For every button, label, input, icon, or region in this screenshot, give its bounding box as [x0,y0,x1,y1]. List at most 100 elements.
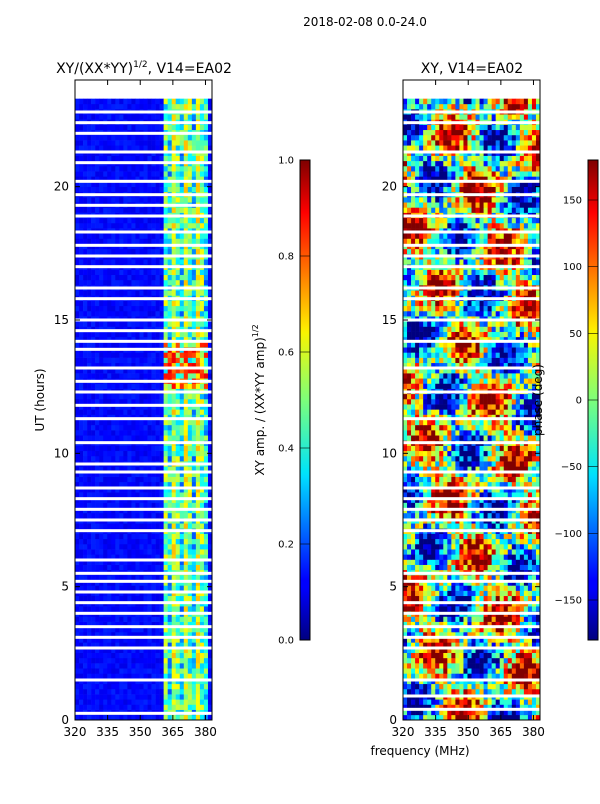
amplitude-cell [107,549,111,554]
amplitude-cell [107,492,111,497]
phase-cell [455,658,459,663]
amplitude-cell [119,259,123,264]
phase-cell [427,699,431,704]
amplitude-cell [103,425,107,430]
amplitude-cell [83,332,87,337]
amplitude-cell [144,301,148,306]
amplitude-cell [123,259,127,264]
amplitude-cell [139,306,143,311]
phase-cell [504,699,508,704]
amplitude-cell [160,673,164,678]
phase-cell [403,653,407,658]
amplitude-cell [164,290,168,295]
amplitude-cell [168,223,172,228]
amplitude-cell [148,301,152,306]
amplitude-cell [164,352,168,357]
amplitude-cell [91,684,95,689]
amplitude-cell [192,565,196,570]
amplitude-cell [131,544,135,549]
amplitude-cell [139,135,143,140]
phase-cell [476,699,480,704]
phase-cell [472,668,476,673]
amplitude-cell [180,383,184,388]
amplitude-cell [79,218,83,223]
amplitude-cell [131,156,135,161]
amplitude-cell [192,477,196,482]
amplitude-cell [164,238,168,243]
phase-cell [472,596,476,601]
amplitude-cell [176,99,180,104]
amplitude-cell [172,684,176,689]
amplitude-cell [123,218,127,223]
amplitude-cell [87,653,91,658]
phase-cell [419,689,423,694]
phase-cell [451,673,455,678]
amplitude-cell [127,135,131,140]
amplitude-cell [204,311,208,316]
amplitude-cell [139,425,143,430]
amplitude-cell [111,156,115,161]
amplitude-cell [139,606,143,611]
amplitude-cell [172,311,176,316]
amplitude-cell [188,135,192,140]
amplitude-cell [127,606,131,611]
amplitude-cell [83,218,87,223]
amplitude-cell [176,653,180,658]
amplitude-cell [103,668,107,673]
amplitude-cell [115,135,119,140]
amplitude-cell [168,689,172,694]
amplitude-cell [184,616,188,621]
amplitude-cell [196,539,200,544]
amplitude-cell [135,394,139,399]
phase-cell [403,668,407,673]
amplitude-cell [196,456,200,461]
amplitude-cell [135,492,139,497]
amplitude-cell [75,197,79,202]
phase-cell [492,715,496,720]
amplitude-cell [119,238,123,243]
amplitude-cell [156,430,160,435]
amplitude-cell [172,658,176,663]
amplitude-cell [87,425,91,430]
amplitude-cell [196,114,200,119]
amplitude-cell [87,430,91,435]
amplitude-cell [79,477,83,482]
phase-cell [455,673,459,678]
amplitude-cell [115,409,119,414]
amplitude-cell [79,233,83,238]
amplitude-cell [204,534,208,539]
amplitude-cell [107,435,111,440]
amplitude-cell [160,699,164,704]
amplitude-cell [144,399,148,404]
phase-cell [484,715,488,720]
amplitude-cell [160,715,164,720]
phase-cell [488,673,492,678]
amplitude-cell [164,275,168,280]
phase-cell [467,673,471,678]
amplitude-cell [156,539,160,544]
amplitude-cell [176,409,180,414]
x-tick-label: 335 [96,725,119,739]
amplitude-cell [196,715,200,720]
amplitude-cell [148,456,152,461]
amplitude-cell [144,653,148,658]
amplitude-cell [192,373,196,378]
amplitude-cell [99,145,103,150]
amplitude-cell [91,704,95,709]
amplitude-cell [196,585,200,590]
amplitude-cell [168,477,172,482]
amplitude-cell [160,140,164,145]
amplitude-cell [164,477,168,482]
amplitude-cell [188,218,192,223]
amplitude-cell [139,290,143,295]
amplitude-cell [164,694,168,699]
amplitude-cell [164,140,168,145]
amplitude-cell [127,166,131,171]
amplitude-cell [123,145,127,150]
amplitude-cell [176,197,180,202]
amplitude-cell [188,156,192,161]
amplitude-cell [91,207,95,212]
amplitude-cell [152,233,156,238]
amplitude-cell [160,549,164,554]
